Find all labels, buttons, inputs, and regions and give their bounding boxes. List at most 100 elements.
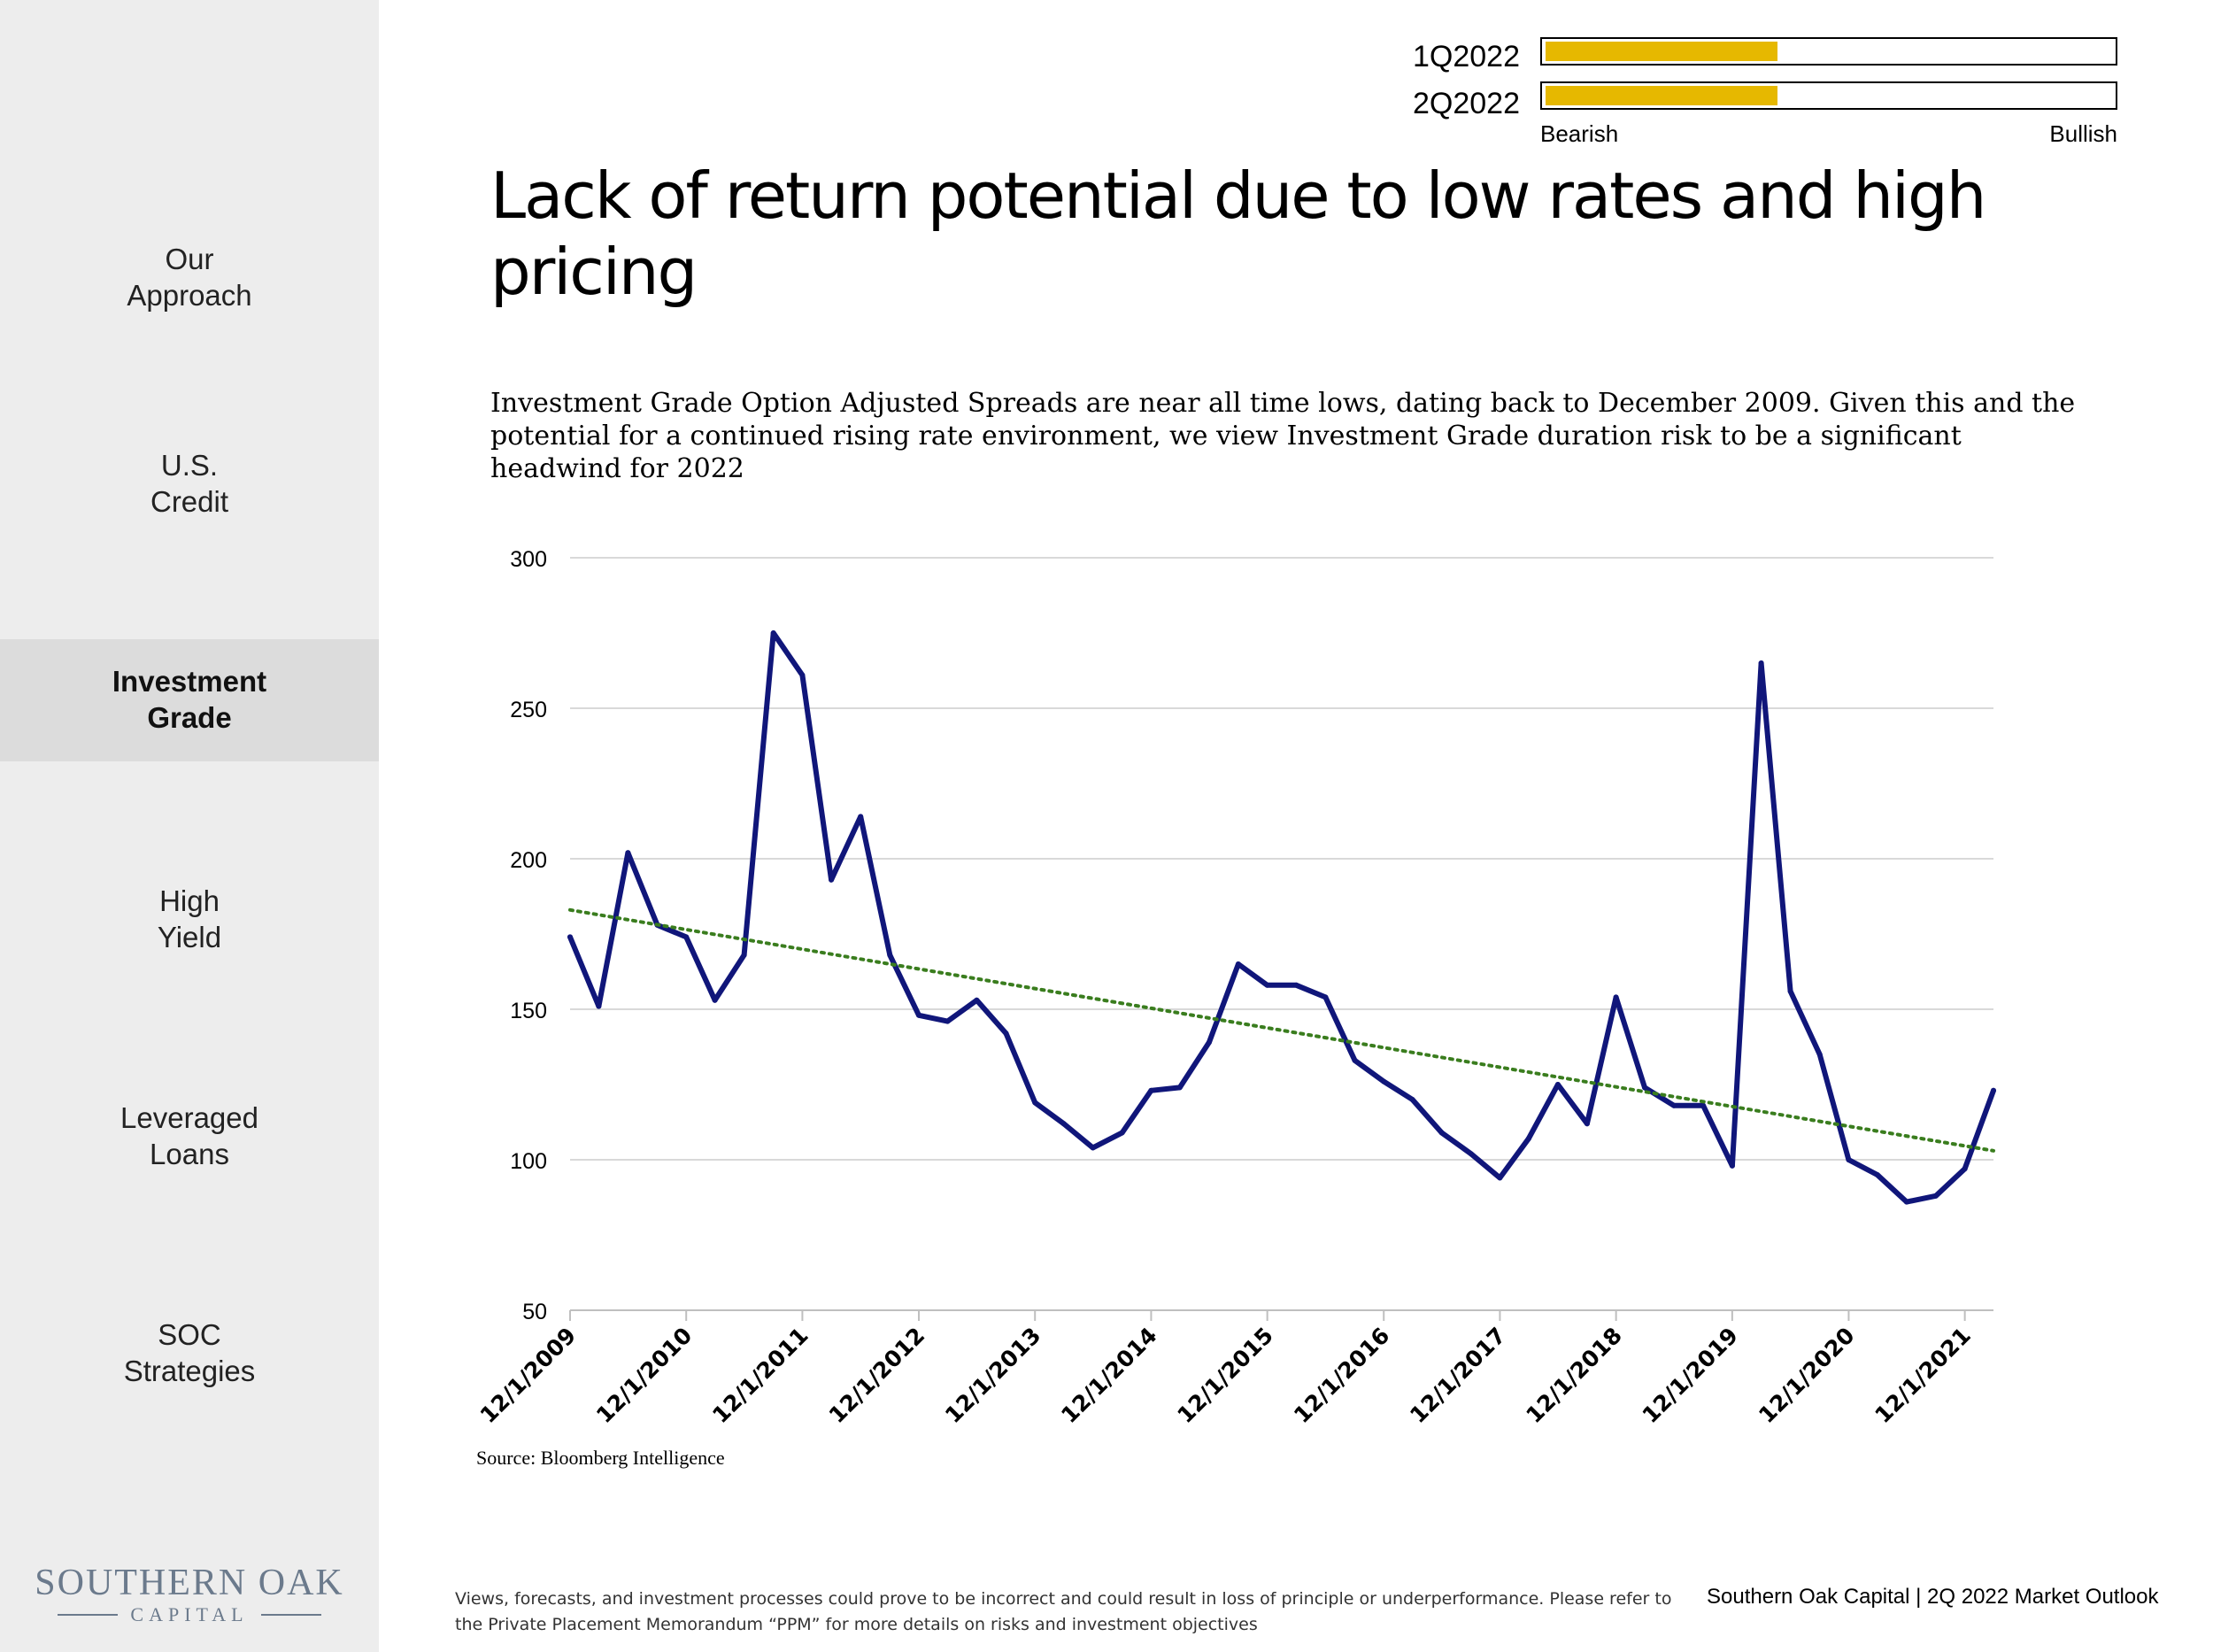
chart-series [567,630,1996,1205]
data-point [858,814,864,820]
outlook-fill-1q2022 [1546,42,1777,61]
x-tick-label: 12/1/2017 [1405,1323,1511,1429]
data-point [799,672,806,678]
outlook-gauge: 1Q2022 2Q2022 Bearish Bullish [1399,34,2133,149]
sidebar-item-label: Grade [147,701,232,734]
data-point [1119,1130,1125,1136]
data-point [1874,1172,1880,1177]
x-tick-label: 12/1/2013 [940,1323,1046,1429]
disclaimer-text: Views, forecasts, and investment process… [455,1589,1672,1634]
data-point [1642,1085,1647,1091]
data-point [741,952,747,958]
sidebar-item-soc-strategies[interactable]: SOC Strategies [0,1316,379,1389]
data-point [1176,1085,1183,1091]
outlook-fill-2q2022 [1546,86,1777,105]
sidebar-item-label: SOC [158,1318,221,1351]
x-tick-label: 12/1/2009 [478,1323,581,1429]
data-point [1409,1097,1415,1102]
sidebar-item-label: Credit [150,485,229,518]
data-point [887,952,893,958]
data-point [1671,1102,1677,1108]
sidebar-item-investment-grade[interactable]: Investment Grade [0,639,379,761]
outlook-label-1q2022: 1Q2022 [1413,40,1520,73]
data-point [1932,1193,1939,1199]
y-tick-label: 150 [510,999,547,1023]
spread-series-line [567,630,1996,1205]
outlook-label-2q2022: 2Q2022 [1413,87,1520,120]
footer-publication: Southern Oak Capital | 2Q 2022 Market Ou… [1707,1585,2159,1609]
y-axis-labels: 50 100 150 200 250 300 [510,547,547,1324]
sidebar-item-label: Investment [112,665,267,698]
y-tick-label: 300 [510,547,547,572]
data-point [945,1018,951,1024]
data-point [625,850,631,856]
data-point [829,876,835,883]
data-point [596,1003,602,1009]
sidebar-item-label: U.S. [160,449,219,482]
data-point [683,934,690,940]
sidebar-item-label: Approach [127,279,252,312]
data-point [1700,1102,1707,1108]
data-point [1787,988,1793,994]
data-point [1846,1157,1852,1162]
bullish-label: Bullish [2049,120,2117,147]
logo-rule-right [260,1614,321,1616]
sidebar-nav: Our Approach U.S. Credit Investment Grad… [0,0,379,1652]
data-point [770,630,776,636]
x-tick-label: 12/1/2021 [1870,1323,1976,1429]
sidebar-item-label: Loans [150,1138,229,1170]
x-tick-label: 12/1/2010 [591,1323,698,1429]
data-point [1554,1082,1561,1087]
data-point [1903,1199,1909,1205]
outlook-bar-2q2022 [1540,81,2117,110]
sidebar-item-label: Yield [157,921,222,953]
data-point [1468,1151,1474,1157]
y-tick-label: 50 [522,1300,547,1324]
data-point [1729,1162,1735,1169]
sidebar-item-label: Leveraged [120,1101,258,1134]
data-point [1293,982,1299,988]
data-point [1090,1145,1096,1151]
bearish-label: Bearish [1540,120,1619,147]
sidebar-item-leveraged-loans[interactable]: Leveraged Loans [0,1100,379,1172]
data-point [1962,1166,1968,1172]
logo-rule-left [58,1614,119,1616]
x-tick-label: 12/1/2011 [707,1323,813,1429]
data-point [1438,1130,1445,1136]
x-tick-label: 12/1/2018 [1521,1323,1627,1429]
x-tick-label: 12/1/2016 [1289,1323,1395,1429]
data-point [1525,1136,1531,1142]
sidebar-item-our-approach[interactable]: Our Approach [0,241,379,313]
data-point [974,997,980,1003]
x-axis: 12/1/2009 12/1/2010 12/1/2011 12/1/2012 12/1… [478,1309,1993,1429]
y-tick-label: 100 [510,1149,547,1174]
page-title: Lack of return potential due to low rate… [490,158,1986,309]
sidebar-item-us-credit[interactable]: U.S. Credit [0,447,379,520]
logo-subname: CAPITAL [130,1603,249,1625]
x-tick-label: 12/1/2019 [1638,1323,1744,1429]
data-point [1991,1087,1996,1093]
trendline [568,907,1995,1153]
data-point [1003,1031,1009,1037]
y-tick-label: 250 [510,698,547,722]
data-point [1584,1121,1590,1127]
data-point [1497,1175,1503,1181]
x-tick-label: 12/1/2015 [1172,1323,1278,1429]
y-tick-label: 200 [510,848,547,873]
data-point [1148,1087,1154,1093]
sidebar-item-label: High [159,884,220,917]
data-point [1235,961,1241,967]
data-point [712,997,718,1003]
x-tick-label: 12/1/2020 [1754,1323,1860,1429]
data-point [1206,1039,1212,1046]
data-point [1758,660,1764,666]
data-point [916,1012,921,1018]
outlook-bar-1q2022 [1540,37,2117,66]
data-point [1322,994,1329,1000]
sidebar-item-high-yield[interactable]: High Yield [0,883,379,955]
data-point [1381,1078,1387,1085]
company-logo: SOUTHERN OAK CAPITAL [22,1563,357,1626]
data-point [1613,994,1619,1000]
sidebar-item-label: Strategies [123,1355,256,1387]
